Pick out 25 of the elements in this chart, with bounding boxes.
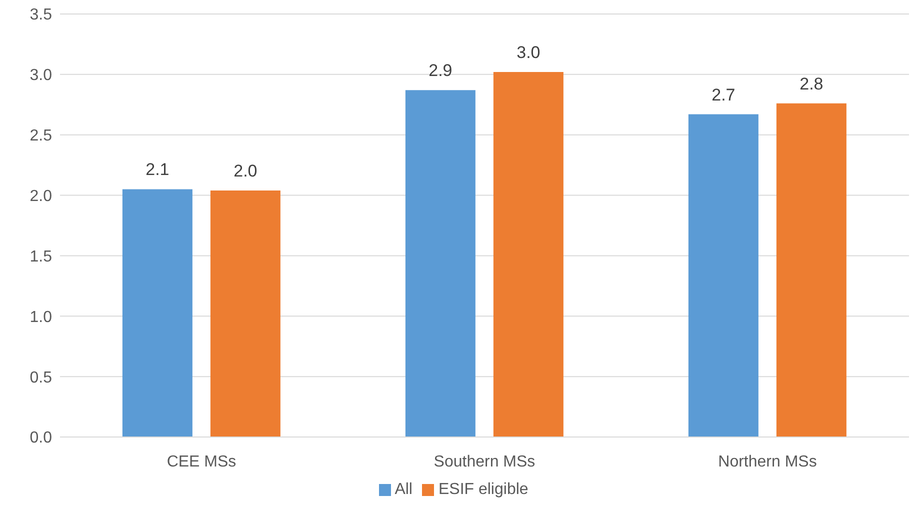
y-tick-label: 0.0 <box>30 430 52 447</box>
legend-label: ESIF eligible <box>438 481 528 498</box>
data-label: 2.0 <box>234 161 258 180</box>
x-tick-label: CEE MSs <box>166 453 236 470</box>
bar <box>776 103 846 437</box>
legend-label: All <box>394 481 412 498</box>
bar <box>688 114 758 437</box>
bar <box>493 72 564 437</box>
bar <box>122 189 192 437</box>
x-tick-label: Northern MSs <box>718 453 817 470</box>
y-tick-label: 2.5 <box>30 128 52 145</box>
data-label: 2.1 <box>146 160 170 180</box>
y-tick-label: 3.5 <box>30 6 52 24</box>
data-label: 2.9 <box>428 61 452 80</box>
x-tick-label: Southern MSs <box>434 453 536 470</box>
bar <box>210 190 280 437</box>
y-tick-label: 0.5 <box>30 369 52 386</box>
data-label: 2.8 <box>800 74 824 94</box>
bar <box>405 90 476 437</box>
data-label: 3.0 <box>516 43 540 62</box>
y-tick-label: 2.0 <box>30 188 52 205</box>
y-tick-label: 1.0 <box>30 308 52 326</box>
data-label: 2.7 <box>712 85 736 104</box>
y-tick-label: 3.0 <box>30 67 52 84</box>
y-tick-label: 1.5 <box>30 248 52 266</box>
